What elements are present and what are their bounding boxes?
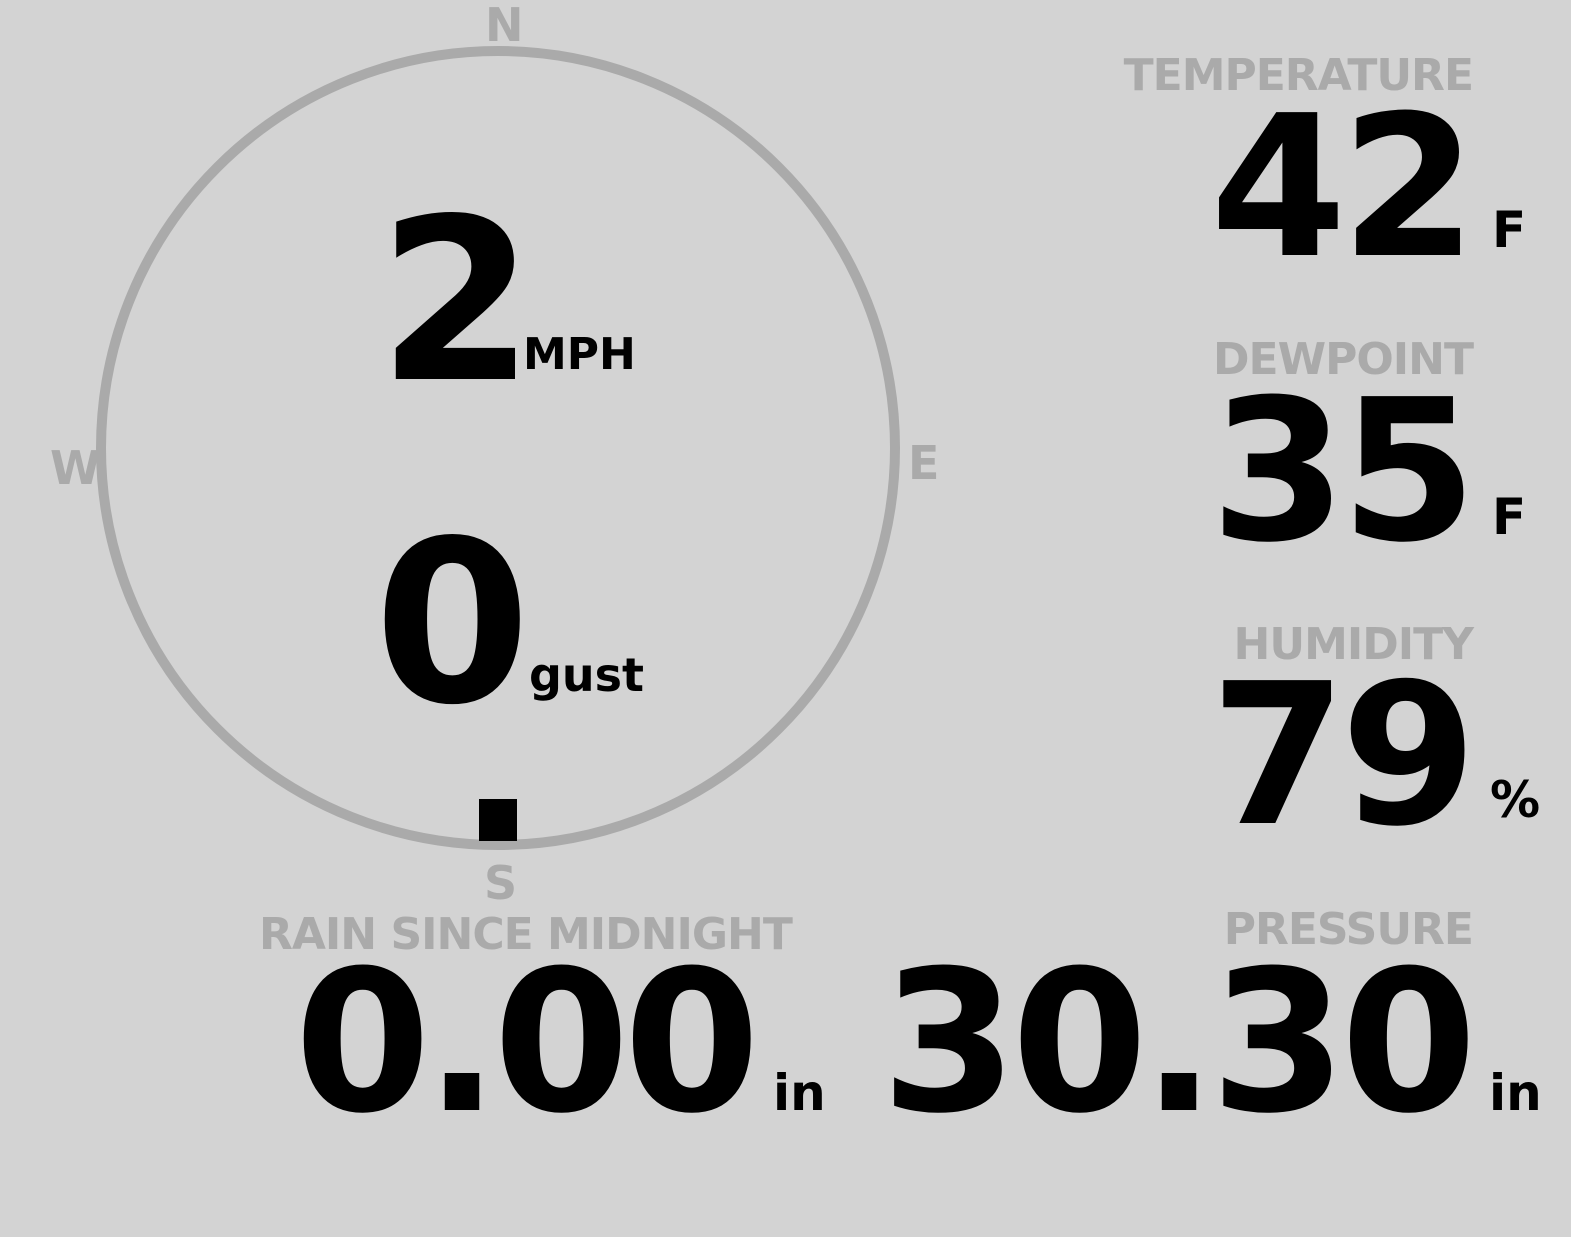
temperature-value: 42	[1210, 74, 1477, 302]
rain-value: 0.00	[294, 929, 760, 1157]
dewpoint-label: DEWPOINT	[1213, 334, 1474, 385]
wind-gust-value: 0	[374, 493, 531, 755]
humidity-label: HUMIDITY	[1233, 619, 1474, 670]
wind-gust-unit: gust	[529, 648, 645, 702]
wind-direction-indicator	[479, 799, 517, 841]
humidity-unit: %	[1490, 771, 1541, 829]
pressure-unit: in	[1489, 1064, 1542, 1122]
wind-speed-value: 2	[378, 171, 535, 433]
compass-north: N	[485, 0, 524, 52]
pressure-value: 30.30	[881, 929, 1477, 1157]
rain-unit: in	[773, 1064, 826, 1122]
humidity-value: 79	[1210, 642, 1477, 870]
temperature-label: TEMPERATURE	[1123, 50, 1474, 101]
compass-ring	[96, 46, 900, 850]
compass-east: E	[908, 436, 940, 490]
rain-label: RAIN SINCE MIDNIGHT	[259, 909, 793, 960]
temperature-unit: F	[1492, 201, 1527, 259]
dewpoint-unit: F	[1492, 488, 1527, 546]
compass-west: W	[50, 441, 101, 495]
compass-south: S	[484, 856, 518, 910]
dewpoint-value: 35	[1210, 358, 1477, 586]
pressure-label: PRESSURE	[1223, 904, 1474, 955]
wind-speed-unit: MPH	[523, 329, 636, 380]
